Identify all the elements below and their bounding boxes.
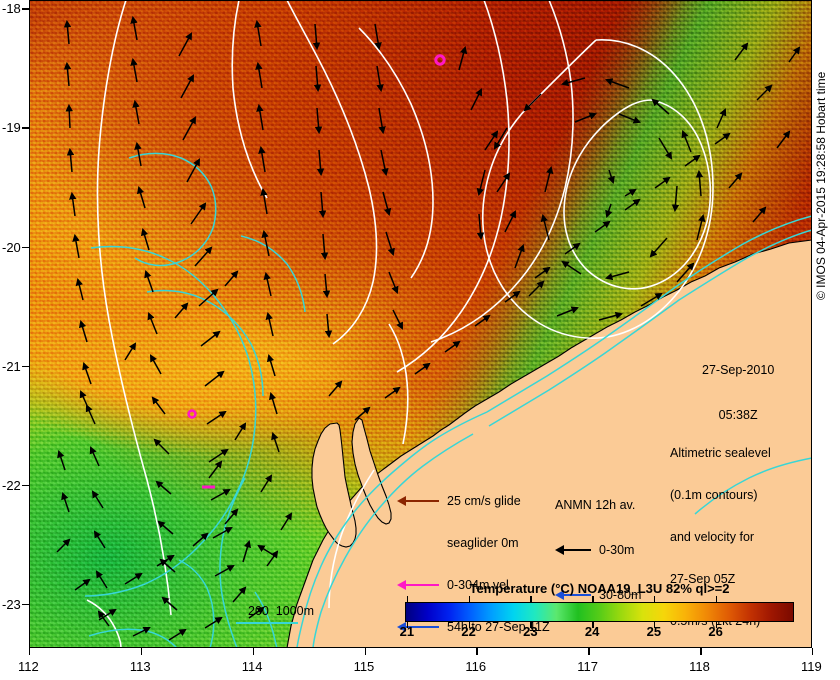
platform-markers xyxy=(187,54,446,489)
colorbar-tick xyxy=(468,622,471,628)
bathymetry-legend-line xyxy=(236,622,298,624)
anmn-arrow-icon xyxy=(555,589,593,601)
x-axis-tick-label: 115 xyxy=(353,659,375,674)
x-axis-tick xyxy=(700,648,702,655)
glider-legend-row: seaglider 0m xyxy=(397,536,550,550)
glider-legend-row: 25 cm/s glide xyxy=(397,494,550,508)
colorbar-tick-label: 26 xyxy=(708,624,723,639)
colorbar-tick xyxy=(592,622,594,628)
colorbar-tick xyxy=(468,596,471,602)
colorbar-tick-label: 21 xyxy=(399,624,415,639)
velocity-vector-field xyxy=(56,15,801,641)
colorbar-tick xyxy=(530,596,532,602)
colorbar-gradient xyxy=(406,603,793,621)
anmn-legend-label: 0-30m xyxy=(599,543,635,557)
colorbar-tick xyxy=(715,596,718,602)
colorbar-tick xyxy=(653,622,656,628)
glider-arrow-icon xyxy=(397,621,441,633)
glider-legend-row: 0-304m vel xyxy=(397,578,550,592)
glider-arrow-spacer xyxy=(397,537,441,549)
y-axis-tick xyxy=(22,365,29,368)
y-axis-tick xyxy=(22,603,29,606)
colorbar-tick xyxy=(592,596,594,602)
sst-map-plot: 27-Sep-2010 05:38Z Altimetric sealevel (… xyxy=(29,0,812,648)
x-axis-tick-label: 113 xyxy=(129,659,151,674)
x-axis-tick-label: 114 xyxy=(241,659,263,674)
colorbar-tick xyxy=(406,622,409,628)
altimetry-legend-line-1: Altimetric sealevel xyxy=(670,446,771,460)
y-axis-tick xyxy=(22,8,29,10)
colorbar-tick xyxy=(653,596,656,602)
anmn-legend-row: 30-80m xyxy=(541,588,641,602)
contour-overlay xyxy=(84,0,812,648)
y-axis-tick xyxy=(22,246,29,248)
argo-marker xyxy=(187,409,197,419)
anmn-legend-row: 0-30m xyxy=(541,543,641,557)
x-axis-tick-label: 117 xyxy=(577,659,599,674)
acquisition-timestamp: 27-Sep-2010 05:38Z xyxy=(702,333,774,453)
y-axis-tick-label: -21 xyxy=(2,358,21,374)
timestamp-date: 27-Sep-2010 xyxy=(702,363,775,377)
colorbar-tick-label: 25 xyxy=(646,624,662,639)
bathymetry-contours xyxy=(84,152,812,648)
anmn-legend: ANMN 12h av. 0-30m 30-80m xyxy=(541,470,641,630)
glider-legend-label: 54h to 27-Sep 11Z xyxy=(447,620,550,634)
altimetry-legend-line-4: 27-Sep 05Z xyxy=(670,572,736,586)
glider-legend: 25 cm/s glide seaglider 0m 0-304m vel 54… xyxy=(397,466,550,648)
altimetry-legend-line-2: (0.1m contours) xyxy=(670,488,758,502)
coastline-exmouth-peninsula xyxy=(311,422,357,548)
glider-legend-label: seaglider 0m xyxy=(447,536,519,550)
timestamp-time: 05:38Z xyxy=(718,408,758,422)
y-axis-tick xyxy=(22,127,29,129)
x-axis-tick xyxy=(588,648,590,655)
x-axis-tick xyxy=(364,648,366,655)
colorbar-tick xyxy=(406,596,409,602)
x-axis-tick xyxy=(812,648,814,655)
colorbar-tick xyxy=(530,622,532,628)
x-axis-tick xyxy=(252,648,255,655)
colorbar-tick-label: 24 xyxy=(584,624,600,639)
anmn-legend-title: ANMN 12h av. xyxy=(555,498,636,512)
glider-arrow-icon xyxy=(397,495,441,507)
colorbar-title: Temperature (°C) NOAA19_L3U 82% ql>=2 xyxy=(469,581,730,596)
colorbar-tick xyxy=(715,622,718,628)
y-axis-tick-label: -22 xyxy=(2,477,21,493)
x-axis-tick-label: 116 xyxy=(465,659,487,674)
y-axis-tick-label: -19 xyxy=(2,120,21,136)
x-axis-tick xyxy=(476,648,478,655)
x-axis-tick xyxy=(29,648,31,655)
x-axis-tick-label: 118 xyxy=(689,659,710,674)
temperature-colorbar xyxy=(405,602,794,622)
credit-text: © IMOS 04-Apr-2015 19:28:58 Hobart time xyxy=(814,71,828,300)
bathymetry-legend-label: 200 1000m xyxy=(248,604,315,618)
y-axis-tick-label: -20 xyxy=(2,239,21,255)
coastline-gulf-inlet xyxy=(351,417,392,525)
colorbar-tick-label: 22 xyxy=(461,624,476,639)
y-axis-tick-label: -23 xyxy=(2,596,21,612)
argo-marker xyxy=(434,54,446,66)
y-axis-tick xyxy=(22,484,29,487)
glider-legend-row: 54h to 27-Sep 11Z xyxy=(397,620,550,634)
glider-legend-label: 0-304m vel xyxy=(447,578,509,592)
glider-arrow-icon xyxy=(397,579,441,591)
y-axis-tick-label: -18 xyxy=(2,1,21,17)
anmn-arrow-icon xyxy=(555,544,593,556)
anmn-legend-label: 30-80m xyxy=(599,588,642,602)
colorbar-tick-label: 23 xyxy=(523,624,538,639)
altimetry-contours xyxy=(86,0,714,648)
x-axis-tick-label: 119 xyxy=(801,659,822,674)
altimetry-legend-line-3: and velocity for xyxy=(670,530,755,544)
x-axis-tick xyxy=(140,648,143,655)
x-axis-tick-label: 112 xyxy=(18,659,39,674)
glider-legend-label: 25 cm/s glide xyxy=(447,494,521,508)
